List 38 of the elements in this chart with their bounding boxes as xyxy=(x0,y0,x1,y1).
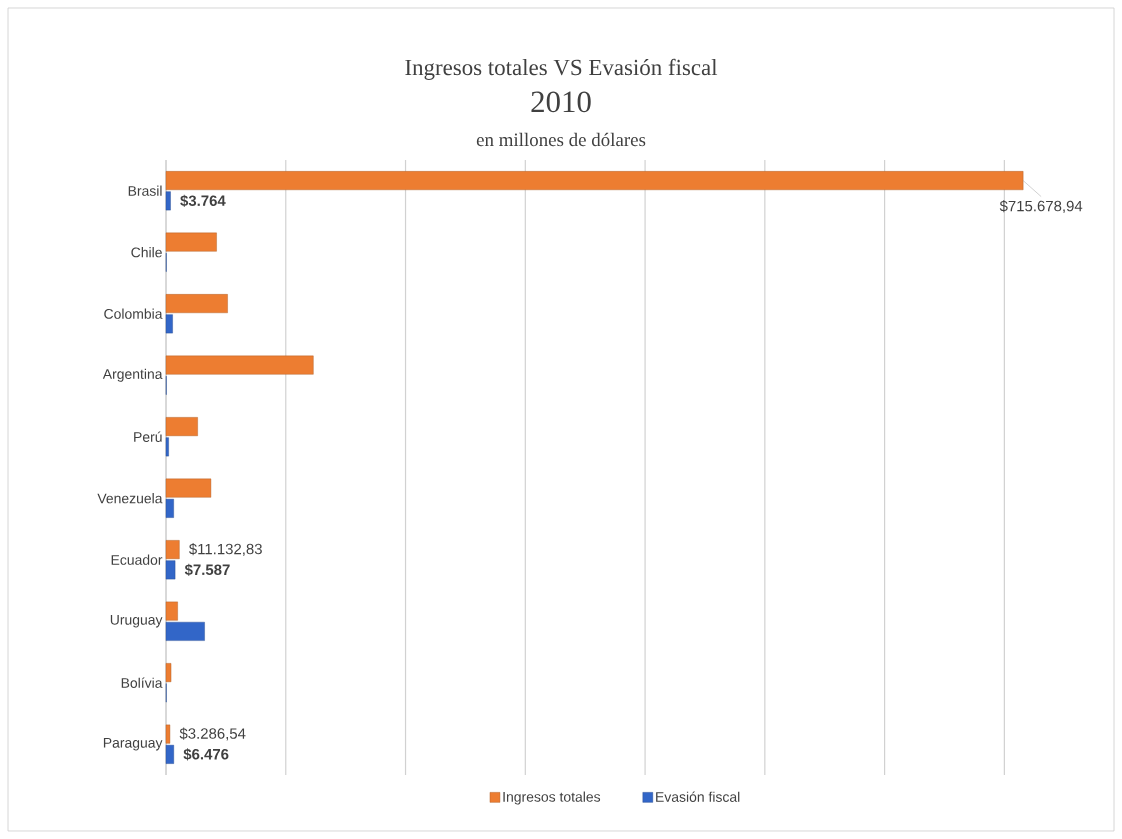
data-label: $3.764 xyxy=(180,194,226,207)
bar xyxy=(165,232,217,252)
y-tick-label: Paraguay xyxy=(103,738,163,751)
data-label: $715.678,94 xyxy=(999,200,1083,214)
data-label: $7.587 xyxy=(184,563,230,576)
bar xyxy=(165,191,171,211)
y-tick-label: Brasil xyxy=(128,185,162,196)
y-tick-label: Colombia xyxy=(104,308,163,319)
data-label: $3.286,54 xyxy=(179,727,246,741)
y-tick-label: Ecuador xyxy=(111,554,163,565)
bar xyxy=(165,355,314,375)
bar xyxy=(165,560,176,580)
bar xyxy=(165,437,169,457)
data-label: $11.132,83 xyxy=(189,543,262,557)
bar xyxy=(165,601,178,621)
bar xyxy=(165,744,174,764)
bar xyxy=(165,663,172,683)
bar xyxy=(165,478,212,498)
y-tick-label: Bolívia xyxy=(121,677,163,688)
bar xyxy=(165,540,180,560)
bar xyxy=(165,621,205,641)
bar xyxy=(165,498,174,518)
bar xyxy=(165,171,1024,191)
y-tick-label: Perú xyxy=(134,431,162,442)
y-tick-label: Uruguay xyxy=(110,615,163,628)
data-label: $6.476 xyxy=(183,748,229,761)
bar xyxy=(165,417,198,437)
text: en millones de dólares xyxy=(476,132,646,147)
y-tick-label: Chile xyxy=(131,247,162,258)
chart-subtitle: 2010 xyxy=(531,91,591,113)
chart-title: Ingresos totales VS Evasión fiscal xyxy=(405,58,718,80)
bar xyxy=(165,294,228,314)
legend-label: Ingresos totales xyxy=(503,791,601,805)
y-tick-label: Venezuela xyxy=(97,493,163,504)
bar xyxy=(165,724,171,744)
y-tick-label: Argentina xyxy=(102,368,163,382)
legend-label: Evasión fiscal xyxy=(656,791,740,802)
bar xyxy=(165,314,173,334)
